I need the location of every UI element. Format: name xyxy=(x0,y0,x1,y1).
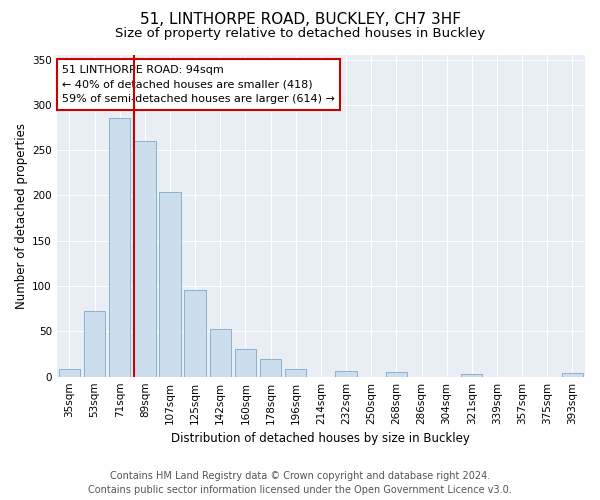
Bar xyxy=(84,312,105,376)
Bar xyxy=(59,368,80,376)
Bar xyxy=(461,374,482,376)
Bar xyxy=(386,372,407,376)
X-axis label: Distribution of detached houses by size in Buckley: Distribution of detached houses by size … xyxy=(172,432,470,445)
Text: Size of property relative to detached houses in Buckley: Size of property relative to detached ho… xyxy=(115,28,485,40)
Text: 51 LINTHORPE ROAD: 94sqm
← 40% of detached houses are smaller (418)
59% of semi-: 51 LINTHORPE ROAD: 94sqm ← 40% of detach… xyxy=(62,64,335,104)
Bar xyxy=(285,370,307,376)
Text: Contains HM Land Registry data © Crown copyright and database right 2024.
Contai: Contains HM Land Registry data © Crown c… xyxy=(88,471,512,495)
Bar xyxy=(134,141,155,376)
Y-axis label: Number of detached properties: Number of detached properties xyxy=(15,123,28,309)
Bar xyxy=(235,348,256,376)
Text: 51, LINTHORPE ROAD, BUCKLEY, CH7 3HF: 51, LINTHORPE ROAD, BUCKLEY, CH7 3HF xyxy=(139,12,461,28)
Bar xyxy=(260,358,281,376)
Bar xyxy=(109,118,130,376)
Bar xyxy=(562,373,583,376)
Bar xyxy=(159,192,181,376)
Bar xyxy=(209,328,231,376)
Bar xyxy=(335,371,357,376)
Bar xyxy=(184,290,206,376)
